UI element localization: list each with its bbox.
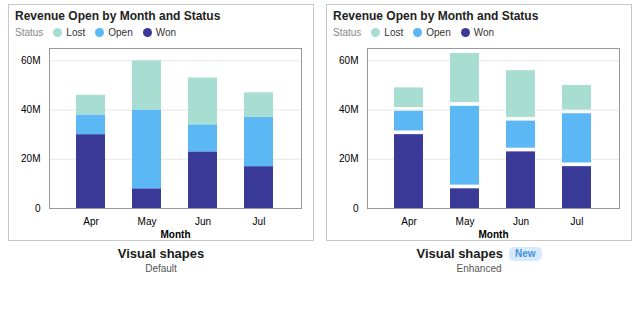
html-text:Status: Status <box>15 27 44 38</box>
svg-text:Apr: Apr <box>401 216 417 227</box>
html-text:Default: Default <box>145 263 177 274</box>
svg-text:May: May <box>456 216 475 227</box>
svg-text:40M: 40M <box>21 104 40 115</box>
svg-text:Jun: Jun <box>513 216 529 227</box>
html-text:Enhanced: Enhanced <box>456 263 502 274</box>
html-text:Status: Status <box>333 27 362 38</box>
html-text:Visual shapes: Visual shapes <box>416 246 503 261</box>
html-text:Revenue Open by Month and Stat: Revenue Open by Month and Status <box>15 9 221 23</box>
svg-text:Month: Month <box>479 229 509 240</box>
html-text:Open: Open <box>426 27 451 38</box>
html-text:Won: Won <box>473 27 495 38</box>
html-text:Revenue Open by Month and Stat: Revenue Open by Month and Status <box>333 9 539 23</box>
svg-text:Jul: Jul <box>253 216 266 227</box>
svg-text:60M: 60M <box>21 55 40 66</box>
html-text:New: New <box>515 248 536 259</box>
html-text:Open: Open <box>108 27 133 38</box>
svg-text:20M: 20M <box>21 153 40 164</box>
html-text:Lost: Lost <box>66 27 86 38</box>
svg-text:Month: Month <box>161 229 191 240</box>
svg-text:20M: 20M <box>339 153 358 164</box>
svg-text:60M: 60M <box>339 55 358 66</box>
svg-text:Apr: Apr <box>83 216 99 227</box>
svg-text:Jun: Jun <box>195 216 211 227</box>
svg-text:0: 0 <box>353 203 359 214</box>
svg-text:0: 0 <box>35 203 41 214</box>
html-text:Lost: Lost <box>384 27 404 38</box>
html-text:Visual shapes: Visual shapes <box>117 246 205 261</box>
svg-text:Jul: Jul <box>571 216 584 227</box>
svg-text:May: May <box>138 216 157 227</box>
svg-text:40M: 40M <box>339 104 358 115</box>
html-text:Won: Won <box>155 27 177 38</box>
